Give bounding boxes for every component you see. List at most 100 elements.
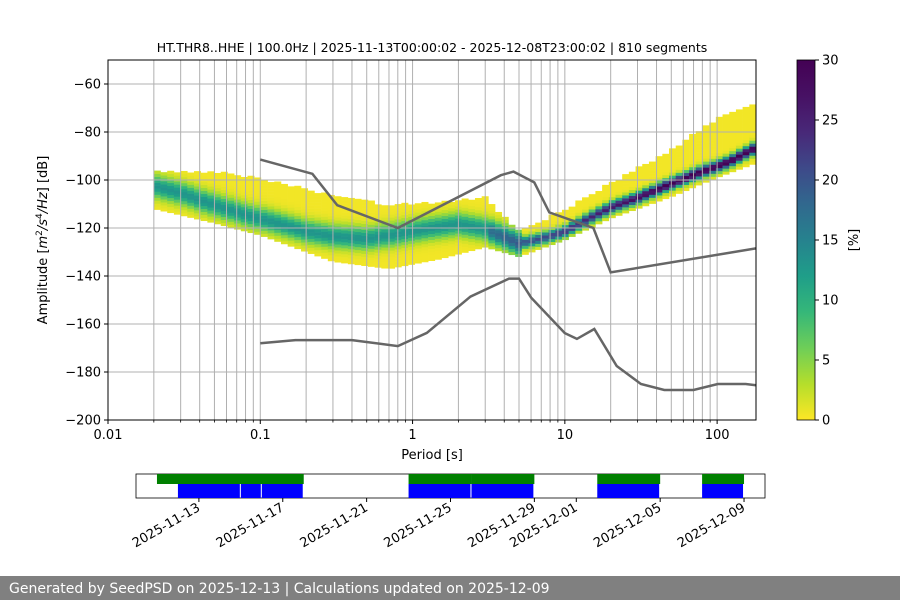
heatmap-cell — [381, 235, 389, 239]
heatmap-cell — [669, 163, 677, 167]
heatmap-cell — [682, 160, 690, 165]
heatmap-cell — [461, 210, 469, 214]
heatmap-cell — [267, 200, 275, 204]
heatmap-cell — [421, 207, 429, 212]
heatmap-cell — [689, 139, 697, 144]
heatmap-cell — [267, 230, 275, 234]
heatmap-cell — [234, 181, 242, 185]
heatmap-cell — [414, 227, 422, 231]
heatmap-cell — [675, 151, 683, 155]
heatmap-cell — [361, 259, 369, 263]
heatmap-cell — [441, 206, 449, 211]
heatmap-cell — [280, 183, 288, 188]
heatmap-cell — [160, 187, 168, 191]
x-tick-label: 0.01 — [94, 428, 123, 443]
heatmap-cell — [615, 194, 623, 198]
heatmap-cell — [354, 261, 362, 266]
heatmap-cell — [414, 224, 422, 228]
heatmap-cell — [287, 186, 295, 190]
heatmap-cell — [474, 234, 482, 238]
heatmap-cell — [361, 238, 369, 242]
heatmap-cell — [434, 223, 442, 227]
heatmap-cell — [709, 134, 717, 138]
heatmap-cell — [561, 209, 569, 214]
heatmap-cell — [247, 202, 255, 207]
heatmap-cell — [240, 176, 248, 181]
heatmap-cell — [474, 228, 482, 232]
heatmap-cell — [421, 255, 429, 260]
heatmap-cell — [381, 205, 389, 209]
availability-blue-span — [702, 484, 744, 498]
heatmap-cell — [321, 222, 329, 226]
heatmap-cell — [193, 201, 201, 205]
heatmap-cell — [314, 211, 322, 215]
heatmap-cell — [173, 181, 181, 185]
heatmap-cell — [655, 192, 663, 196]
heatmap-cell — [588, 221, 596, 225]
heatmap-cell — [669, 184, 677, 188]
heatmap-cell — [361, 262, 369, 266]
heatmap-cell — [528, 237, 536, 241]
heatmap-cell — [648, 161, 656, 165]
heatmap-cell — [568, 233, 576, 237]
heatmap-cell — [648, 170, 656, 174]
heatmap-cell — [742, 148, 750, 153]
heatmap-cell — [287, 201, 295, 205]
heatmap-cell — [388, 229, 395, 233]
y-tick-label: −60 — [74, 78, 101, 93]
heatmap-cell — [414, 206, 422, 210]
heatmap-cell — [468, 232, 476, 237]
heatmap-cell — [615, 179, 623, 183]
heatmap-cell — [715, 140, 723, 145]
heatmap-cell — [488, 207, 496, 211]
heatmap-cell — [408, 246, 416, 250]
heatmap-cell — [327, 239, 335, 244]
heatmap-cell — [374, 249, 382, 253]
heatmap-cell — [207, 183, 215, 187]
heatmap-cell — [602, 187, 610, 192]
heatmap-cell — [709, 131, 717, 135]
heatmap-cell — [414, 257, 422, 261]
heatmap-cell — [321, 213, 329, 217]
heatmap-cell — [287, 240, 295, 244]
heatmap-cell — [695, 146, 703, 150]
heatmap-cell — [749, 128, 756, 132]
heatmap-cell — [421, 258, 429, 263]
heatmap-cell — [414, 209, 422, 213]
heatmap-cell — [314, 202, 322, 206]
heatmap-cell — [214, 172, 222, 177]
heatmap-cell — [347, 239, 355, 244]
heatmap-cell — [689, 151, 697, 156]
heatmap-cell — [655, 156, 663, 160]
heatmap-cell — [267, 233, 275, 237]
heatmap-cell — [521, 245, 529, 249]
heatmap-cell — [267, 218, 275, 222]
heatmap-cell — [287, 207, 295, 211]
heatmap-cell — [421, 204, 429, 209]
heatmap-cell — [240, 185, 248, 190]
heatmap-cell — [193, 195, 201, 199]
availability-tick-label: 2025-12-09 — [675, 500, 748, 551]
heatmap-cell — [193, 177, 201, 181]
heatmap-cell — [187, 199, 195, 203]
heatmap-cell — [173, 190, 181, 194]
heatmap-cell — [334, 250, 342, 254]
heatmap-cell — [555, 218, 563, 222]
heatmap-cell — [388, 211, 395, 215]
heatmap-cell — [642, 193, 650, 198]
heatmap-cell — [508, 230, 516, 235]
heatmap-cell — [287, 198, 295, 202]
heatmap-cell — [354, 216, 362, 221]
heatmap-cell — [689, 145, 697, 150]
availability-blue-span — [177, 484, 240, 498]
heatmap-cell — [294, 227, 302, 232]
heatmap-cell — [347, 203, 355, 208]
heatmap-cell — [682, 166, 690, 171]
heatmap-cell — [321, 192, 329, 196]
heatmap-cell — [314, 205, 322, 209]
heatmap-cell — [294, 200, 302, 205]
heatmap-cell — [669, 166, 677, 170]
heatmap-cell — [702, 131, 710, 135]
heatmap-cell — [662, 171, 670, 176]
heatmap-cell — [729, 111, 737, 116]
